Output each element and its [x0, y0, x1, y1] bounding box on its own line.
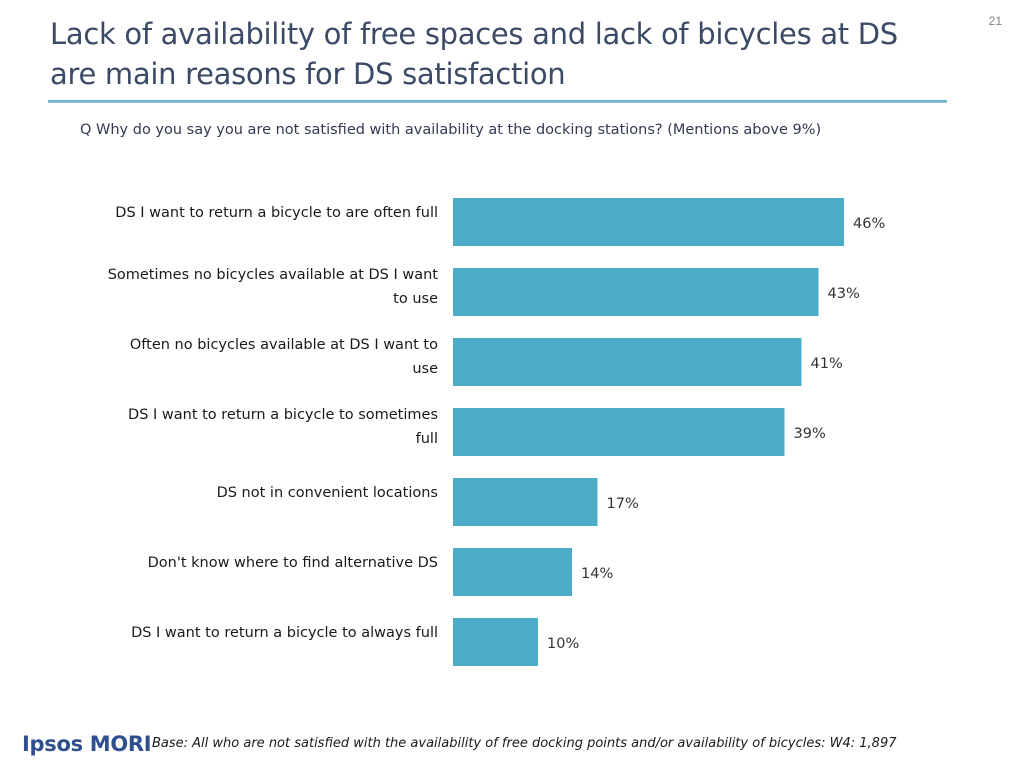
- survey-question: Q Why do you say you are not satisfied w…: [80, 122, 822, 138]
- title-divider: [48, 100, 947, 103]
- bar-chart: 46% DS I want to return a bicycle to are …: [108, 198, 885, 666]
- bar-3: [453, 338, 802, 386]
- value-label-7: 10%: [547, 636, 579, 652]
- base-footnote: Base: All who are not satisfied with the…: [152, 736, 897, 751]
- value-label-5: 17%: [607, 496, 639, 512]
- category-label-2: Sometimes no bicycles available at DS I …: [108, 267, 439, 307]
- category-label-1: DS I want to return a bicycle to are oft…: [115, 205, 438, 221]
- value-label-3: 41%: [811, 356, 843, 372]
- category-label-5: DS not in convenient locations: [217, 485, 438, 501]
- bar-2: [453, 268, 819, 316]
- value-label-6: 14%: [581, 566, 613, 582]
- bar-6: [453, 548, 572, 596]
- category-label-3: Often no bicycles available at DS I want…: [130, 337, 438, 377]
- category-label-4: DS I want to return a bicycle to sometim…: [128, 407, 438, 447]
- category-label-7: DS I want to return a bicycle to always …: [131, 625, 438, 641]
- value-label-4: 39%: [794, 426, 826, 442]
- value-label-2: 43%: [828, 286, 860, 302]
- page-number: 21: [988, 14, 1002, 28]
- bar-4: [453, 408, 785, 456]
- bar-1: [453, 198, 844, 246]
- bar-5: [453, 478, 598, 526]
- category-label-6: Don't know where to find alternative DS: [148, 555, 438, 571]
- slide-title: Lack of availability of free spaces and …: [50, 17, 898, 91]
- ipsos-mori-logo: Ipsos MORI: [22, 732, 152, 756]
- value-label-1: 46%: [853, 216, 885, 232]
- bar-7: [453, 618, 538, 666]
